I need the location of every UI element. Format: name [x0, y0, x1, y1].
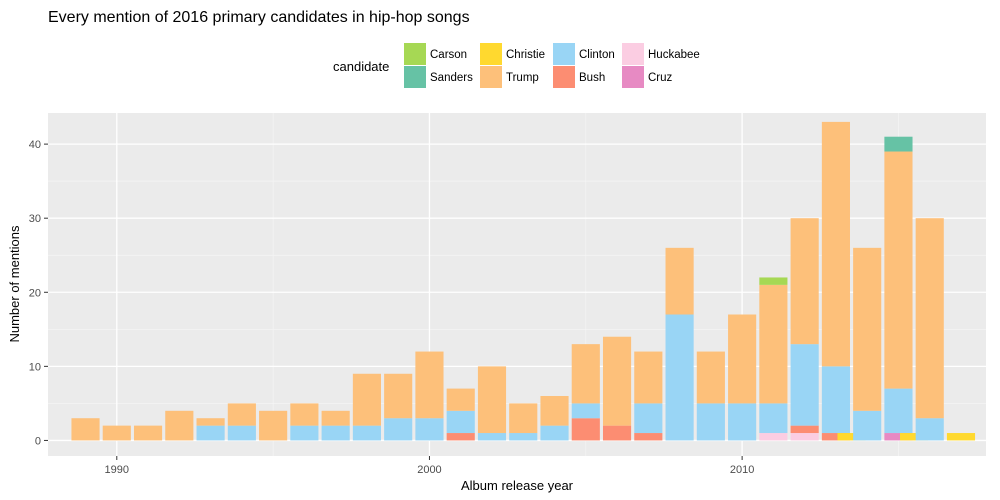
bar-trump-1995	[259, 410, 288, 441]
bar-clinton-2009	[696, 403, 725, 441]
bar-trump-2000	[415, 351, 444, 419]
bar-trump-2006	[602, 336, 632, 426]
bar-clinton-2008	[665, 314, 694, 441]
bar-christie-2017	[946, 433, 976, 441]
legend-label-huckabee: Huckabee	[648, 49, 700, 61]
bar-trump-2012	[790, 218, 819, 345]
bar-trump-1992	[165, 410, 194, 441]
legend-label-clinton: Clinton	[579, 49, 615, 61]
bar-trump-2004	[540, 395, 569, 426]
bar-trump-2010	[728, 314, 757, 404]
bar-clinton-2007	[634, 403, 663, 434]
bar-clinton-2012	[790, 344, 819, 426]
bar-christie-2013-5	[837, 433, 866, 441]
bar-trump-1999	[384, 373, 413, 419]
bar-clinton-2016	[915, 418, 944, 441]
y-tick-label: 30	[29, 213, 41, 225]
y-tick-label: 0	[35, 435, 41, 447]
bar-trump-1989	[71, 418, 100, 441]
y-tick-label: 40	[29, 139, 41, 151]
legend-label-cruz: Cruz	[648, 72, 673, 84]
bar-clinton-2005	[571, 403, 600, 419]
bar-trump-2007	[634, 351, 663, 404]
bar-clinton-1997	[321, 425, 350, 441]
bar-bush-2005	[571, 418, 600, 441]
bar-cruz-2015	[884, 433, 913, 441]
legend-key-carson	[404, 43, 426, 65]
bar-bush-2006	[602, 425, 632, 441]
bar-clinton-2013	[821, 366, 850, 434]
bar-clinton-1993	[196, 425, 225, 441]
legend-keys: Carson Sanders Christie Trump Clinton Bush Huc…	[404, 43, 700, 88]
bar-trump-1991	[133, 425, 163, 441]
legend-key-clinton	[553, 43, 575, 65]
bar-clinton-2000	[415, 418, 444, 441]
bar-sanders-2015	[884, 136, 913, 152]
legend-label-bush: Bush	[579, 72, 605, 84]
legend-key-trump	[480, 66, 502, 88]
bar-trump-1994	[227, 403, 256, 426]
bar-trump-2013	[821, 121, 850, 367]
bar-trump-2016	[915, 218, 944, 419]
bar-trump-1993	[196, 418, 225, 426]
bar-clinton-2004	[540, 425, 569, 441]
y-tick-label: 10	[29, 361, 41, 373]
x-axis-title: Album release year	[461, 478, 574, 493]
bar-christie-2015-5	[900, 433, 929, 441]
legend: candidate Carson Sanders Christie Trump Clin…	[333, 43, 700, 88]
bars	[71, 121, 976, 441]
bar-trump-2002	[477, 366, 507, 434]
bar-clinton-2010	[728, 403, 757, 441]
y-axis-title: Number of mentions	[7, 225, 22, 343]
x-tick-label: 1990	[105, 464, 129, 476]
bar-clinton-1999	[384, 418, 413, 441]
bar-trump-2001	[446, 388, 475, 411]
y-tick-label: 20	[29, 287, 41, 299]
bar-carson-2011	[759, 277, 788, 285]
legend-label-trump: Trump	[506, 72, 539, 84]
bar-trump-2014	[853, 247, 882, 411]
bar-trump-2009	[696, 351, 725, 404]
legend-label-sanders: Sanders	[430, 72, 473, 84]
legend-label-christie: Christie	[506, 49, 545, 61]
bar-bush-2012	[790, 425, 819, 434]
bar-trump-2003	[509, 403, 538, 434]
bar-trump-1997	[321, 410, 350, 426]
legend-key-sanders	[404, 66, 426, 88]
legend-title: candidate	[333, 59, 389, 74]
legend-key-huckabee	[622, 43, 644, 65]
bar-bush-2013	[821, 433, 850, 441]
bar-huckabee-2012	[790, 433, 819, 441]
legend-label-carson: Carson	[430, 49, 467, 61]
bar-trump-2011	[759, 284, 788, 404]
bar-clinton-2002	[477, 433, 507, 441]
legend-key-cruz	[622, 66, 644, 88]
chart-title: Every mention of 2016 primary candidates…	[48, 9, 470, 26]
bar-trump-2008	[665, 247, 694, 315]
x-tick-label: 2010	[730, 464, 754, 476]
bar-trump-2005	[571, 344, 600, 404]
legend-key-bush	[553, 66, 575, 88]
bar-clinton-1998	[352, 425, 381, 441]
bar-trump-1996	[290, 403, 319, 426]
bar-clinton-1994	[227, 425, 256, 441]
bar-clinton-2001	[446, 410, 475, 434]
bar-clinton-2015	[884, 388, 913, 434]
bar-bush-2001	[446, 433, 475, 441]
bar-clinton-2003	[509, 433, 538, 441]
x-axis: 1990 2000 2010	[105, 456, 754, 476]
bar-huckabee-2011	[759, 433, 788, 441]
bar-bush-2007	[634, 433, 663, 441]
bar-clinton-1996	[290, 425, 319, 441]
bar-trump-2015	[884, 151, 913, 389]
bar-trump-1998	[352, 373, 381, 426]
bar-clinton-2014	[853, 410, 882, 441]
y-axis: 0 10 20 30 40	[29, 139, 48, 447]
x-tick-label: 2000	[417, 464, 441, 476]
bar-clinton-2011	[759, 403, 788, 434]
legend-key-christie	[480, 43, 502, 65]
bar-trump-1990	[102, 425, 131, 441]
